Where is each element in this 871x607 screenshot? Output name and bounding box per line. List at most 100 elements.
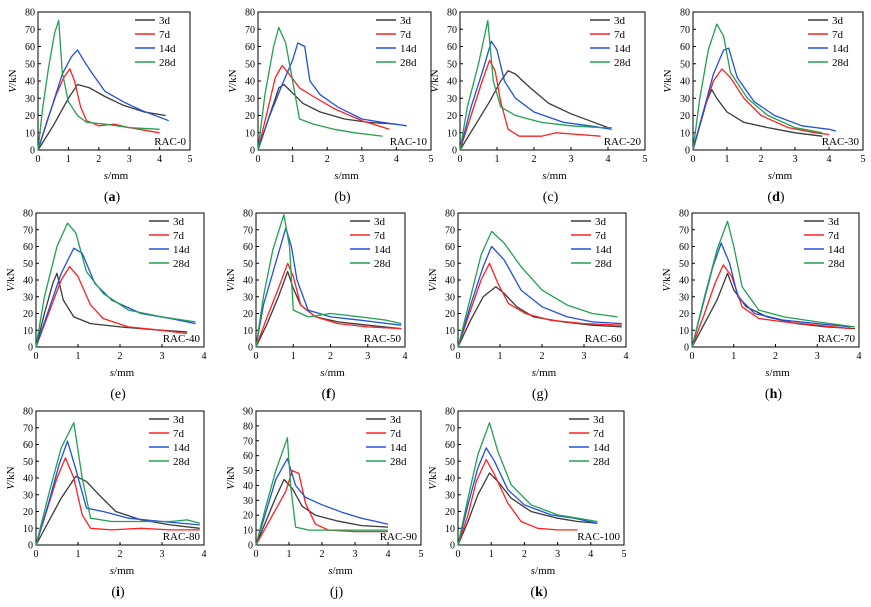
- y-tick-label: 30: [679, 292, 689, 303]
- legend-label: 3d: [159, 15, 171, 27]
- x-tick-label: 4: [857, 351, 862, 362]
- y-tick-label: 50: [445, 259, 455, 270]
- x-tick-label: 1: [76, 351, 81, 362]
- panel-label-letter: c: [547, 190, 553, 205]
- y-tick-label: 80: [245, 8, 255, 19]
- y-tick-label: 10: [243, 526, 253, 537]
- y-tick-label: 0: [250, 146, 255, 157]
- x-tick-label: 0: [254, 549, 259, 560]
- y-tick-label: 60: [25, 42, 35, 53]
- x-axis-label: s/mm: [765, 367, 790, 379]
- legend-label: 14d: [390, 442, 407, 454]
- y-tick-label: 40: [445, 474, 455, 485]
- series-line-14d: [459, 40, 612, 151]
- y-tick-label: 80: [25, 8, 35, 19]
- x-axis-label-var: s: [531, 565, 535, 577]
- legend-label: 3d: [593, 414, 605, 426]
- x-axis-label: s/mm: [531, 565, 556, 577]
- panel-label-open: (: [111, 585, 116, 600]
- y-tick-label: 70: [23, 225, 33, 236]
- x-tick-label: 0: [690, 351, 695, 362]
- x-axis-label-var: s: [328, 565, 332, 577]
- x-tick-label: 1: [725, 154, 730, 165]
- y-tick-label: 20: [25, 111, 35, 122]
- x-tick-label: 3: [160, 549, 165, 560]
- x-axis-label-unit: /mm: [114, 565, 135, 577]
- legend-label: 14d: [595, 244, 612, 256]
- panel-label-open: (: [321, 387, 326, 402]
- x-tick-label: 3: [160, 351, 165, 362]
- y-axis-label-unit: /kN: [662, 69, 674, 86]
- y-tick-label: 10: [445, 326, 455, 337]
- legend-label: 3d: [400, 15, 412, 27]
- y-tick-label: 20: [243, 309, 253, 320]
- y-axis-label: V/kN: [662, 69, 674, 92]
- y-axis-label: V/kN: [225, 268, 237, 291]
- legend-label: 14d: [173, 244, 190, 256]
- y-tick-label: 40: [445, 276, 455, 287]
- x-tick-label: 3: [815, 351, 820, 362]
- x-tick-label: 1: [76, 549, 81, 560]
- y-tick-label: 40: [679, 276, 689, 287]
- series-line-3d: [257, 83, 397, 151]
- x-axis-label: s/mm: [110, 565, 135, 577]
- x-tick-label: 2: [773, 351, 778, 362]
- y-tick-label: 20: [445, 507, 455, 518]
- series-line-3d: [692, 88, 823, 151]
- y-tick-label: 80: [23, 407, 33, 418]
- y-tick-label: 60: [243, 451, 253, 462]
- legend-label: 3d: [374, 216, 386, 228]
- legend-label: 28d: [614, 57, 631, 69]
- x-tick-label: 2: [325, 154, 330, 165]
- y-tick-label: 30: [23, 490, 33, 501]
- y-tick-label: 10: [680, 128, 690, 139]
- y-axis-label-var: V: [662, 85, 674, 93]
- x-tick-label: 5: [643, 154, 648, 165]
- y-axis-label-unit: /kN: [7, 69, 19, 86]
- panel-label-open: (: [765, 387, 770, 402]
- y-axis-label: V/kN: [5, 268, 17, 291]
- legend-label: 3d: [173, 216, 185, 228]
- x-tick-label: 3: [582, 351, 587, 362]
- legend-label: 7d: [828, 230, 840, 242]
- legend-label: 7d: [173, 230, 185, 242]
- x-tick-label: 0: [458, 154, 463, 165]
- y-tick-label: 60: [23, 242, 33, 253]
- panel-h: 0 1 2 3 4010203040506070803d7d14d28dRAC-70V/…: [661, 209, 862, 403]
- y-tick-label: 0: [248, 343, 253, 354]
- y-axis-label-var: V: [225, 482, 237, 490]
- y-tick-label: 0: [28, 541, 33, 552]
- panel-label: (b): [334, 190, 351, 205]
- panel-label: (h): [765, 387, 782, 402]
- y-tick-label: 80: [243, 209, 253, 220]
- panel-label-open: (: [334, 190, 339, 205]
- x-tick-label: 1: [66, 154, 71, 165]
- y-tick-label: 60: [245, 42, 255, 53]
- legend-label: 7d: [159, 29, 171, 41]
- panel-d: 0 1 2 3 4 5010203040506070803d7d14d28dRAC-30V…: [662, 8, 866, 206]
- x-tick-label: 1: [731, 351, 736, 362]
- y-tick-label: 60: [445, 440, 455, 451]
- y-tick-label: 50: [447, 59, 457, 70]
- y-tick-label: 70: [679, 225, 689, 236]
- panel-label-close: ): [777, 387, 782, 402]
- panel-label-close: ): [780, 190, 785, 205]
- x-axis-label-unit: /mm: [547, 170, 568, 182]
- x-tick-label: 5: [419, 549, 424, 560]
- series-line-3d: [457, 472, 598, 546]
- panel-label-close: ): [116, 190, 121, 205]
- y-tick-label: 30: [23, 292, 33, 303]
- legend-label: 14d: [832, 43, 849, 55]
- series-line-28d: [35, 422, 200, 546]
- y-tick-label: 30: [680, 94, 690, 105]
- legend-label: 28d: [595, 258, 612, 270]
- x-tick-label: 4: [403, 351, 408, 362]
- series-line-7d: [37, 68, 160, 151]
- x-tick-label: 0: [36, 154, 41, 165]
- y-tick-label: 10: [245, 128, 255, 139]
- y-axis-label: V/kN: [429, 69, 441, 92]
- y-tick-label: 20: [23, 507, 33, 518]
- x-axis-label-var: s: [765, 367, 769, 379]
- sample-name: RAC-100: [577, 531, 620, 543]
- x-axis-label: s/mm: [110, 367, 135, 379]
